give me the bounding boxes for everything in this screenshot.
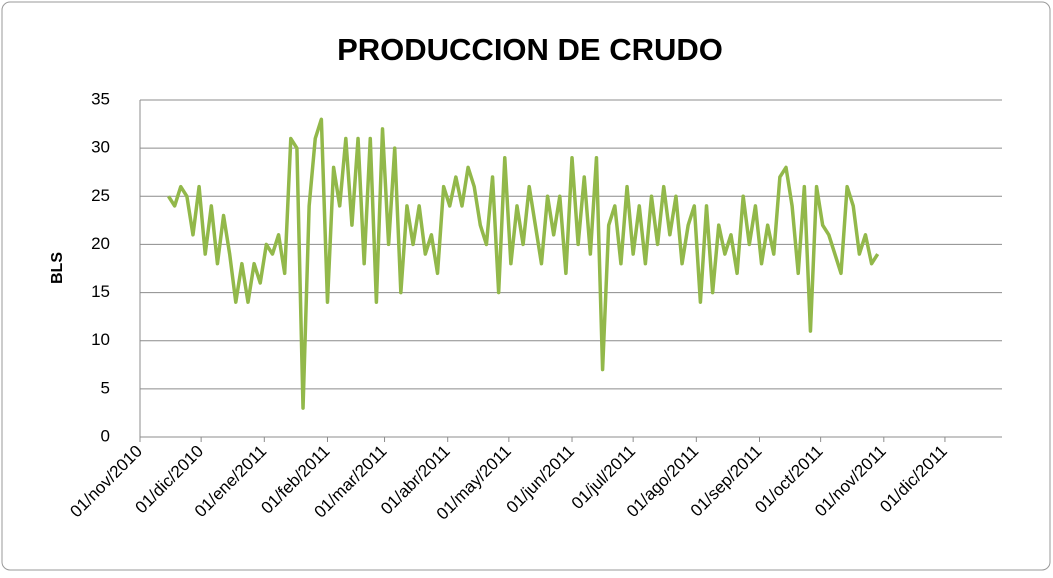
y-tick-label: 30	[91, 138, 110, 157]
y-tick-label: 10	[91, 330, 110, 349]
y-tick-label: 5	[101, 378, 110, 397]
y-tick-label: 35	[91, 89, 110, 108]
y-tick-label: 25	[91, 186, 110, 205]
y-tick-label: 0	[101, 426, 110, 445]
y-tick-label: 20	[91, 234, 110, 253]
chart-title: PRODUCCION DE CRUDO	[337, 32, 723, 67]
y-axis-label: BLS	[49, 252, 66, 284]
data-line	[167, 117, 880, 410]
y-tick-label: 15	[91, 282, 110, 301]
